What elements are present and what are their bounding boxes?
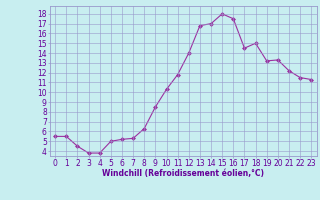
X-axis label: Windchill (Refroidissement éolien,°C): Windchill (Refroidissement éolien,°C) (102, 169, 264, 178)
